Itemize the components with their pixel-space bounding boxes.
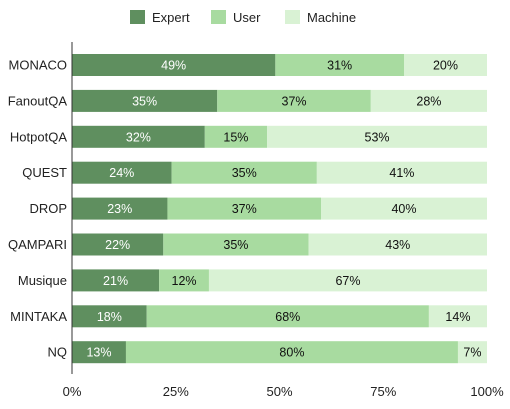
bar-hotpotqa-machine <box>267 125 487 148</box>
legend: Expert User Machine <box>130 10 356 25</box>
bar-nq-user <box>125 341 458 364</box>
data-label-nq-user: 80% <box>279 346 304 360</box>
data-label-quest-user: 35% <box>232 166 257 180</box>
category-labels: MONACO FanoutQA HotpotQA QUEST DROP QAMPARI Mu… <box>8 58 68 360</box>
bar-nq-machine <box>457 341 487 364</box>
data-label-monaco-user: 31% <box>327 59 352 73</box>
data-label-quest-machine: 41% <box>389 166 414 180</box>
bar-mintaka-machine <box>428 305 487 328</box>
category-label-quest: QUEST <box>22 165 67 180</box>
data-label-mintaka-user: 68% <box>275 310 300 324</box>
data-label-quest-expert: 24% <box>109 166 134 180</box>
category-label-mintaka: MINTAKA <box>10 309 67 324</box>
legend-label-user: User <box>233 10 261 25</box>
data-label-monaco-expert: 49% <box>161 59 186 73</box>
data-label-hotpotqa-user: 15% <box>223 130 248 144</box>
bar-quest-machine <box>316 161 487 184</box>
data-label-drop-user: 37% <box>232 202 257 216</box>
bar-mintaka-user <box>146 305 429 328</box>
bar-musique-user <box>159 269 209 292</box>
data-label-hotpotqa-machine: 53% <box>365 130 390 144</box>
data-label-musique-user: 12% <box>172 274 197 288</box>
x-axis-ticks: 0% 25% 50% 75% 100% <box>63 384 504 399</box>
category-label-drop: DROP <box>29 201 67 216</box>
bar-quest-expert <box>72 161 172 184</box>
x-tick-label: 25% <box>163 384 189 399</box>
category-label-nq: NQ <box>48 345 68 360</box>
data-label-mintaka-machine: 14% <box>445 310 470 324</box>
bar-hotpotqa-expert <box>72 125 205 148</box>
data-label-nq-machine: 7% <box>463 346 481 360</box>
bar-drop-machine <box>321 197 487 220</box>
legend-swatch-user <box>211 10 226 24</box>
bar-fanoutqa-expert <box>72 89 218 112</box>
legend-swatch-machine <box>285 10 300 24</box>
category-label-hotpotqa: HotpotQA <box>10 129 67 144</box>
x-tick-label: 50% <box>266 384 292 399</box>
bar-monaco-expert <box>72 54 276 76</box>
category-label-musique: Musique <box>18 273 67 288</box>
bar-musique-machine <box>208 269 487 292</box>
data-label-drop-machine: 40% <box>391 202 416 216</box>
bar-monaco-machine <box>404 54 487 76</box>
x-tick-label: 75% <box>370 384 396 399</box>
data-label-nq-expert: 13% <box>86 346 111 360</box>
data-label-musique-expert: 21% <box>103 274 128 288</box>
data-label-qampari-expert: 22% <box>105 238 130 252</box>
data-label-fanoutqa-user: 37% <box>282 94 307 108</box>
bar-quest-user <box>171 161 317 184</box>
x-tick-label: 0% <box>63 384 82 399</box>
bars: 49% 31% 20% 35% 37% 28% 32% 15% 53% 24% 35% 41% 23% 3… <box>72 54 487 364</box>
x-tick-label: 100% <box>470 384 504 399</box>
data-label-qampari-user: 35% <box>223 238 248 252</box>
data-label-fanoutqa-expert: 35% <box>132 94 157 108</box>
data-label-fanoutqa-machine: 28% <box>416 94 441 108</box>
bar-drop-user <box>167 197 321 220</box>
bar-fanoutqa-user <box>217 89 371 112</box>
data-label-musique-machine: 67% <box>335 274 360 288</box>
category-label-monaco: MONACO <box>9 58 68 73</box>
bar-qampari-machine <box>308 233 487 256</box>
bar-qampari-user <box>163 233 309 256</box>
legend-label-machine: Machine <box>307 10 356 25</box>
legend-swatch-expert <box>130 10 145 24</box>
data-label-drop-expert: 23% <box>107 202 132 216</box>
bar-musique-expert <box>72 269 160 292</box>
data-label-mintaka-expert: 18% <box>97 310 122 324</box>
bar-monaco-user <box>275 54 404 76</box>
bar-hotpotqa-user <box>204 125 268 148</box>
legend-label-expert: Expert <box>152 10 190 25</box>
bar-nq-expert <box>72 341 126 364</box>
data-label-qampari-machine: 43% <box>385 238 410 252</box>
data-label-hotpotqa-expert: 32% <box>126 130 151 144</box>
bar-drop-expert <box>72 197 168 220</box>
category-label-qampari: QAMPARI <box>8 237 67 252</box>
data-label-monaco-machine: 20% <box>433 59 458 73</box>
bar-qampari-expert <box>72 233 164 256</box>
category-label-fanoutqa: FanoutQA <box>8 93 68 108</box>
bar-mintaka-expert <box>72 305 147 328</box>
bar-fanoutqa-machine <box>370 89 487 112</box>
